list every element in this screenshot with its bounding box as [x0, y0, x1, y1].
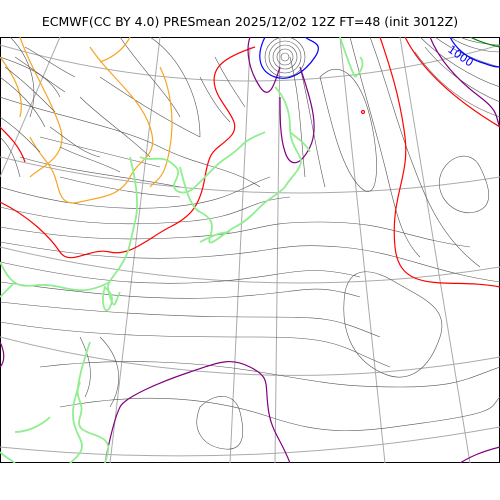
contour-purple	[247, 37, 281, 93]
contour-blue	[259, 37, 319, 79]
contour-red	[379, 37, 500, 288]
longitude-line	[399, 37, 471, 463]
latitude-line	[0, 44, 500, 82]
coastline-south-landmass	[76, 341, 110, 463]
contour-red	[360, 109, 366, 115]
coastline-island	[274, 86, 302, 188]
coastlines	[0, 37, 364, 463]
map-frame	[0, 37, 500, 463]
contour-green	[469, 37, 500, 48]
contour-purple	[429, 37, 500, 128]
chart-title: ECMWF(CC BY 4.0) PRESmean 2025/12/02 12Z…	[41, 14, 459, 29]
dense-contours-northwest	[0, 46, 246, 178]
coastline-south-landmass	[14, 416, 51, 433]
longitude-line	[274, 37, 281, 463]
latitude-line	[0, 156, 500, 194]
coastline-west-edge	[0, 281, 16, 298]
latitude-line	[0, 336, 500, 376]
longitude-line	[0, 37, 61, 178]
coastline-island	[289, 131, 311, 153]
contour-orange	[0, 56, 22, 118]
coastline-north	[354, 56, 364, 78]
longitude-line	[229, 46, 251, 463]
low-pressure-center	[264, 37, 306, 78]
coastline-peninsula	[199, 231, 231, 243]
coastline-north	[339, 37, 356, 78]
contour-red	[0, 126, 26, 163]
contour-blue	[449, 37, 500, 68]
coastline-west-edge	[0, 261, 111, 292]
weather-map: 1000	[0, 37, 500, 463]
coastline-south-landmass	[69, 381, 83, 463]
contour-purple	[104, 361, 291, 463]
contour-orange	[19, 37, 63, 178]
coastline-west-landmass	[139, 131, 266, 194]
longitude-line	[109, 37, 161, 463]
coastline-small-island	[102, 285, 113, 312]
contour-red	[404, 37, 500, 128]
contour-red	[0, 46, 256, 259]
contour-orange	[29, 46, 154, 204]
contour-orange	[99, 37, 131, 63]
contour-purple	[459, 446, 500, 463]
contour-purple	[279, 66, 315, 164]
coastline-south-west	[0, 451, 16, 463]
latitude-line	[0, 246, 500, 284]
latitude-line	[0, 426, 500, 457]
pressure-contours-colored	[0, 37, 500, 463]
contour-purple	[0, 341, 5, 368]
coastline-peninsula	[179, 166, 286, 244]
contour-orange	[149, 66, 173, 188]
coastline-west-landmass	[107, 156, 138, 306]
